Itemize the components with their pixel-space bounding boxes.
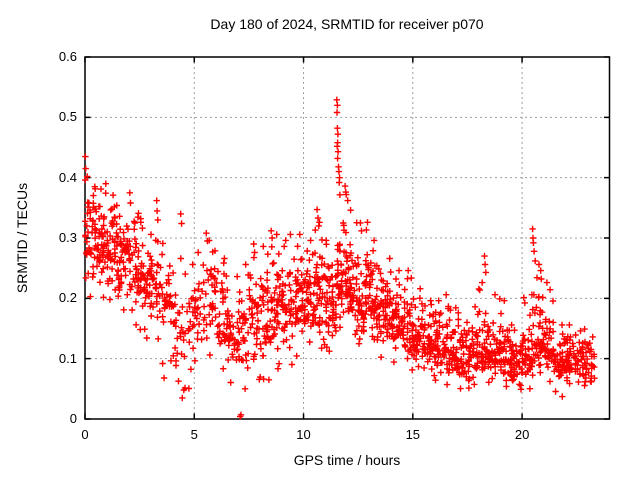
x-tick-label: 0 [81, 427, 89, 442]
x-tick-label: 5 [190, 427, 198, 442]
x-tick-label: 15 [405, 427, 421, 442]
y-tick-label: 0.2 [58, 290, 77, 306]
x-tick-label: 20 [514, 427, 530, 442]
y-tick-label: 0.1 [58, 350, 77, 366]
scatter-points [82, 96, 598, 420]
x-axis-label: GPS time / hours [293, 452, 401, 468]
y-tick-label: 0.3 [58, 230, 77, 245]
y-tick-label: 0.4 [58, 169, 77, 185]
y-tick-label: 0.5 [58, 109, 77, 125]
x-tick-label: 10 [296, 427, 311, 442]
chart-title: Day 180 of 2024, SRMTID for receiver p07… [210, 16, 484, 32]
y-tick-label: 0 [69, 411, 77, 426]
y-tick-label: 0.6 [58, 49, 77, 64]
